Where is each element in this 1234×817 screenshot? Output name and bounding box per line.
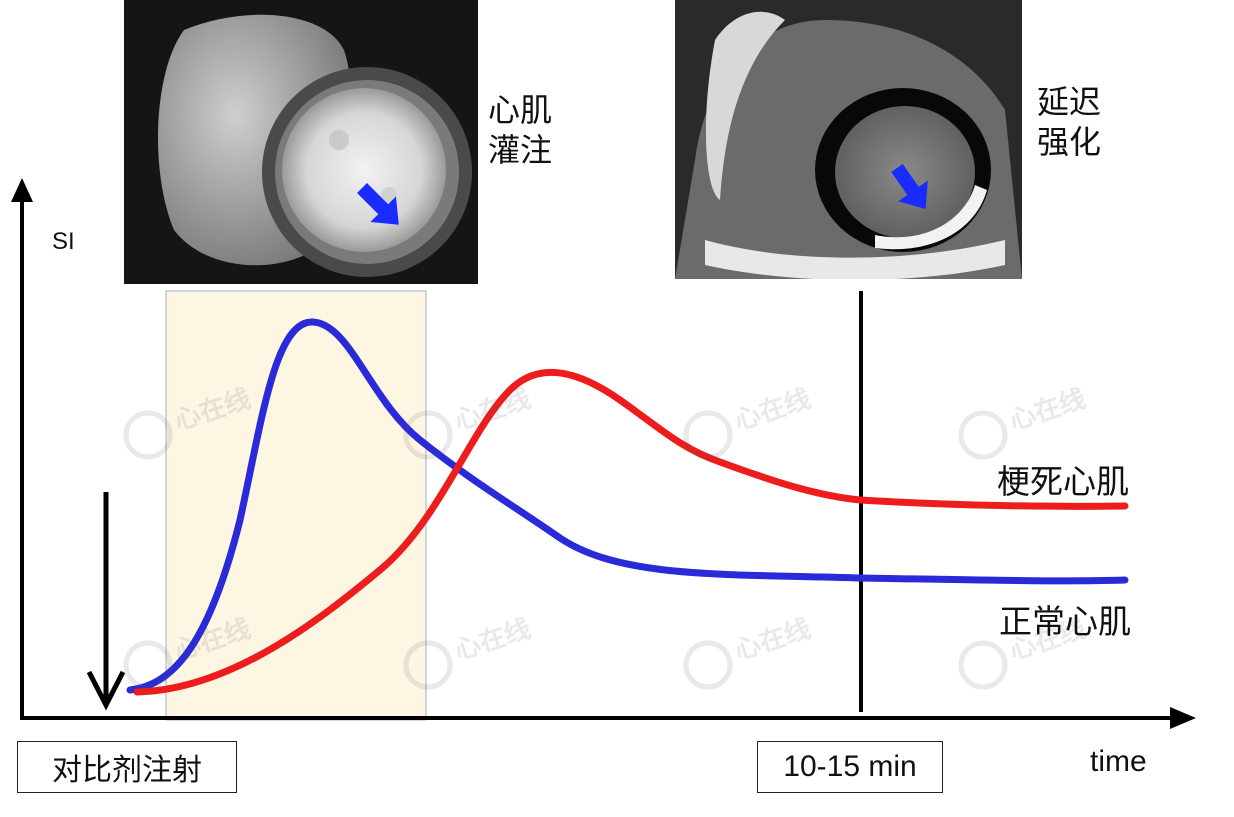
y-axis-arrow bbox=[11, 178, 33, 202]
perfusion-mri-image bbox=[124, 0, 478, 284]
late-enhancement-label: 延迟 强化 bbox=[1037, 83, 1102, 161]
late-enhancement-arrow-icon bbox=[891, 163, 928, 209]
infarct-curve-label: 梗死心肌 bbox=[997, 462, 1129, 501]
x-axis-label: time bbox=[1090, 745, 1147, 778]
injection-arrowhead bbox=[86, 670, 126, 711]
infarct-myocardium-curve bbox=[133, 368, 1129, 696]
late-enhancement-mri-image bbox=[675, 0, 1022, 279]
perfusion-label: 心肌 灌注 bbox=[488, 91, 553, 169]
y-axis-label: SI bbox=[52, 228, 75, 255]
contrast-injection-label: 对比剂注射 bbox=[17, 741, 237, 793]
normal-myocardium-curve bbox=[126, 318, 1129, 694]
perfusion-arrow-icon bbox=[357, 183, 399, 225]
normal-curve-label: 正常心肌 bbox=[999, 602, 1131, 641]
delay-time-label: 10-15 min bbox=[757, 741, 943, 793]
perfusion-window bbox=[165, 290, 427, 721]
x-axis-arrow bbox=[1170, 707, 1196, 729]
